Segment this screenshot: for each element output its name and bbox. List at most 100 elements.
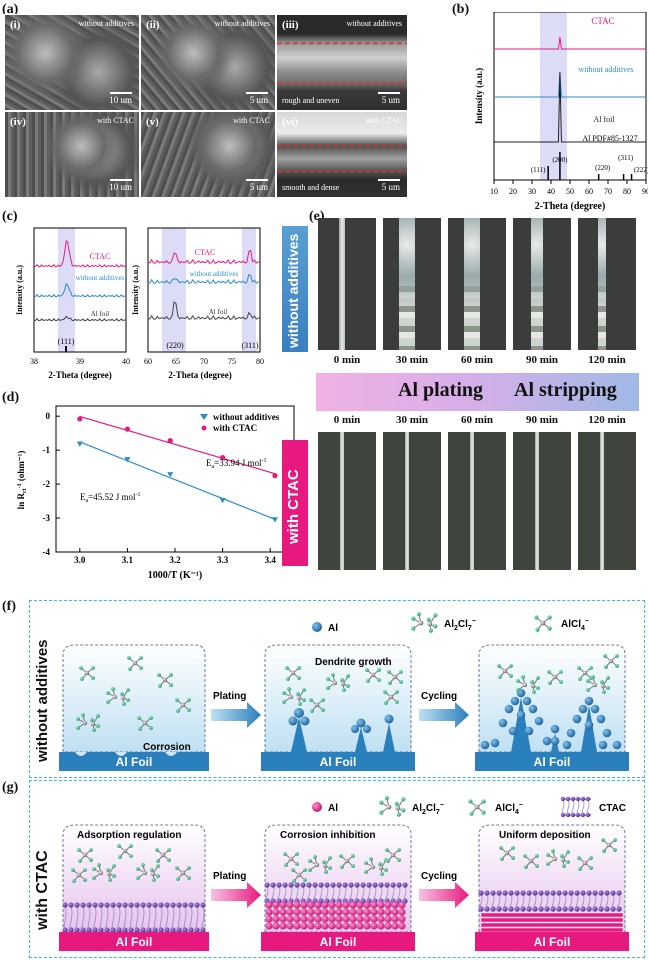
sem-image-condition: without additives <box>214 19 270 28</box>
alcl4-molecule <box>383 690 399 705</box>
al-deposit-ball <box>307 901 315 909</box>
data-point <box>76 441 83 447</box>
legend-al-text-g: Al <box>328 803 338 814</box>
data-point <box>272 473 278 479</box>
alcl4-molecule <box>387 670 403 685</box>
stripping-label: Al stripping <box>514 379 617 401</box>
dendrite-label: Dendrite growth <box>315 657 392 668</box>
highlight-band-311 <box>242 228 256 352</box>
alcl4-molecule <box>117 844 133 859</box>
al-deposit-ball <box>342 901 350 909</box>
data-point <box>271 517 278 523</box>
alcl4-molecule <box>309 698 325 713</box>
al-deposit-ball <box>342 908 350 916</box>
row-label-ctac: with CTAC <box>285 469 302 544</box>
electrode-strip <box>531 218 543 350</box>
x-tick-label: 3.2 <box>169 555 181 565</box>
electrolyte-molecules-g <box>71 838 617 883</box>
legend-without: without additives <box>578 65 633 74</box>
scale-bar: 5 um <box>246 92 268 105</box>
al-deposit-ball <box>363 922 371 930</box>
highlight-band-220 <box>162 228 186 352</box>
alcl4-molecule <box>137 716 153 731</box>
al-deposit-ball <box>342 922 350 930</box>
legend-al-text: Al <box>328 623 338 634</box>
al-deposit-ball <box>384 908 392 916</box>
sem-image: (iii) without additives 5 um rough and unev… <box>276 14 408 111</box>
al-deposit-ball <box>328 901 336 909</box>
cycling-arrow-g-label: Cycling <box>421 871 457 882</box>
scale-bar: 10 um <box>109 179 132 192</box>
al2cl7-molecule <box>379 796 406 817</box>
time-label: 60 min <box>460 354 494 366</box>
alcl4-molecule <box>77 848 93 863</box>
x-tick-label: 3.3 <box>217 555 229 565</box>
al-deposit-ball <box>286 901 294 909</box>
al-deposit-ball <box>314 908 322 916</box>
plot-frame-right <box>147 227 261 353</box>
c-right-legend-without: without additives <box>190 270 239 278</box>
alcl4-molecule <box>365 668 381 683</box>
reference-peak-label: (311) <box>618 154 634 162</box>
al-deposit-ball <box>265 915 273 923</box>
legend-ctac-text: CTAC <box>599 803 626 814</box>
adsorption-label: Adsorption regulation <box>77 830 181 841</box>
foil-f3-label: Al Foil <box>534 755 571 769</box>
cycling-arrow-g <box>419 882 469 908</box>
al-deposit-ball <box>534 716 544 726</box>
row-label-without: without additives <box>285 233 301 348</box>
alcl4-molecule <box>601 838 617 853</box>
al-deposit-ball <box>377 922 385 930</box>
alcl4-molecule <box>499 846 515 861</box>
al-deposit-ball <box>363 908 371 916</box>
alcl4-molecule <box>468 799 486 816</box>
electrode-strip <box>399 218 415 350</box>
c-left-ref-peak <box>65 346 67 352</box>
alcl4-molecule <box>285 666 301 681</box>
data-point <box>124 426 130 432</box>
y-axis-label: Intensity (a.u.) <box>474 68 484 124</box>
alcl4-molecule <box>175 698 191 713</box>
al-deposit-ball <box>370 901 378 909</box>
legend-al2cl7-text-g: Al2Cl7− <box>412 802 444 816</box>
xrd-series-line <box>494 36 646 50</box>
al-deposit-ball <box>566 728 576 738</box>
al-deposit-ball <box>307 908 315 916</box>
al-deposit-ball <box>510 696 520 706</box>
optical-image <box>578 218 636 350</box>
c-right-x-label: 2-Theta (degree) <box>168 370 232 380</box>
al-deposit-ball <box>572 714 582 724</box>
legend-label-without: without additives <box>213 412 280 422</box>
alcl4-molecule <box>79 666 95 681</box>
al-deposit-ball <box>370 908 378 916</box>
al-deposit-ball <box>300 915 308 923</box>
x-tick-label: 3.1 <box>122 555 134 565</box>
x-tick-label: 80 <box>623 187 631 196</box>
y-tick-label: -1 <box>43 445 51 455</box>
al-deposit-ball <box>286 922 294 930</box>
legend-marker-without <box>200 414 208 420</box>
legend-ctac: CTAC <box>591 16 614 26</box>
c-right-y-label: Intensity (a.u.) <box>131 265 140 315</box>
sem-image-condition: with CTAC <box>97 116 134 125</box>
cycling-arrow-f <box>419 702 469 728</box>
reference-peak-label: (222) <box>634 166 648 174</box>
legend-al2cl7-molecule <box>411 612 438 633</box>
al-deposit-ball <box>272 922 280 930</box>
time-label: 60 min <box>460 414 494 426</box>
time-label: 30 min <box>395 414 429 426</box>
d-y-label: ln Rct-1 (ohm⁻¹) <box>16 451 28 510</box>
legend-al2cl7-molecule-g <box>379 796 406 817</box>
legend-alcl4-molecule-g <box>468 799 486 816</box>
legend-ctac-chain <box>560 796 591 818</box>
foil-f1 <box>59 752 209 771</box>
panel-label-g: (g) <box>2 780 19 795</box>
al-deposit-ball <box>363 915 371 923</box>
foil-g2 <box>261 932 415 951</box>
al-deposit-ball <box>584 720 594 730</box>
al-deposit-ball <box>356 908 364 916</box>
highlight-band <box>540 12 567 180</box>
y-tick-label: -4 <box>43 547 51 557</box>
plating-arrow-g-label: Plating <box>213 871 246 882</box>
al-deposit-ball <box>265 922 273 930</box>
